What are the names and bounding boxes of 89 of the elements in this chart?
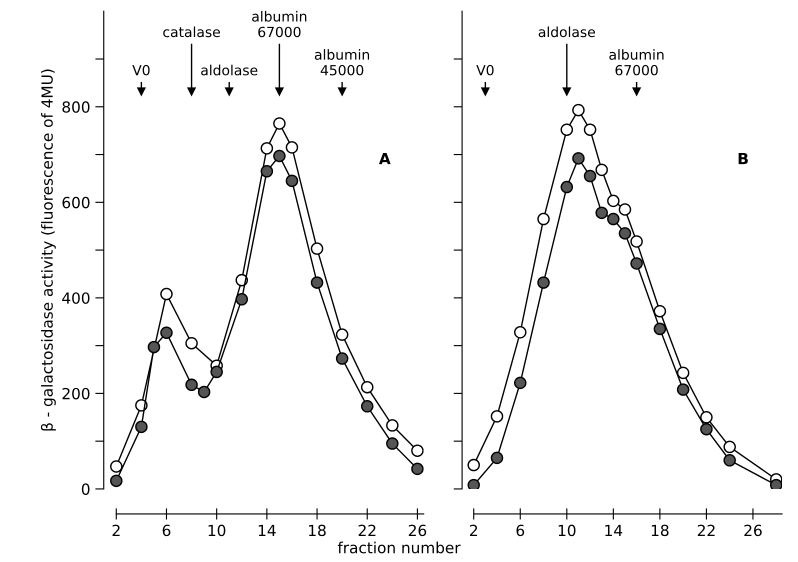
point — [336, 328, 348, 341]
x-tick-label: 6 — [516, 524, 524, 536]
point — [260, 165, 274, 178]
y-tick-label: 200 — [62, 388, 90, 400]
y-tick-label: 800 — [62, 101, 90, 113]
point — [514, 376, 527, 390]
annotation: A — [378, 152, 391, 164]
point — [336, 352, 348, 365]
point — [386, 419, 399, 432]
point — [630, 257, 643, 270]
x-tick-label: 18 — [309, 524, 326, 536]
point — [607, 194, 620, 208]
x-tick-label: 26 — [744, 524, 762, 536]
x-tick-label: 22 — [698, 524, 715, 536]
point — [514, 326, 527, 339]
point — [630, 235, 643, 248]
point — [595, 206, 608, 220]
point — [700, 411, 713, 424]
point — [618, 227, 632, 240]
point — [260, 142, 274, 155]
point — [560, 123, 574, 136]
point — [210, 366, 223, 378]
point — [490, 410, 504, 423]
point — [572, 104, 585, 116]
x-tick-label: 10 — [558, 524, 576, 536]
point — [110, 460, 123, 473]
x-tick-label: 14 — [258, 524, 276, 536]
point — [110, 474, 123, 488]
ref-line-label: V0 — [476, 64, 494, 76]
x-axis-title: fraction number — [338, 542, 461, 554]
point — [273, 150, 286, 162]
x-tick-label: 2 — [112, 524, 120, 536]
point — [160, 288, 173, 300]
point — [467, 478, 480, 489]
point — [537, 212, 550, 226]
point — [676, 366, 690, 380]
ref-line-label: albumin 45000 — [314, 49, 370, 76]
point — [386, 437, 399, 450]
point — [584, 170, 596, 182]
x-tick-label: 2 — [470, 524, 478, 536]
point — [411, 444, 424, 457]
point — [490, 452, 504, 464]
point — [770, 478, 782, 489]
x-tick-label: 10 — [208, 524, 226, 536]
point — [135, 420, 148, 434]
y-tick-label: 0 — [82, 483, 90, 495]
point — [148, 340, 160, 354]
y-tick-label: 400 — [62, 292, 90, 304]
ref-line-label: catalase — [163, 26, 220, 38]
x-tick-label: 14 — [605, 524, 622, 536]
point — [560, 180, 574, 194]
point — [360, 380, 374, 394]
ref-line-label: aldolase — [201, 64, 258, 76]
point — [700, 422, 713, 436]
point — [595, 164, 608, 176]
point — [607, 212, 620, 226]
point — [286, 174, 298, 188]
point — [723, 454, 736, 467]
point — [185, 336, 198, 350]
y-tick-label: 600 — [62, 196, 90, 208]
point — [273, 117, 286, 130]
ref-line-label: albumin 67000 — [252, 10, 306, 38]
point — [654, 322, 666, 336]
ref-line-label: albumin 67000 — [609, 49, 664, 76]
point — [537, 276, 550, 289]
point — [160, 326, 173, 339]
ref-line-label: V0 — [132, 64, 150, 76]
point — [654, 304, 666, 318]
x-tick-label: 22 — [358, 524, 376, 536]
point — [310, 242, 324, 255]
x-tick-label: 26 — [408, 524, 426, 536]
x-tick-label: 18 — [652, 524, 669, 536]
point — [467, 458, 480, 472]
y-axis-title: β - galactosidase activity (fluorescence of 4MU) — [40, 70, 56, 431]
x-tick-label: 6 — [162, 524, 170, 536]
point — [618, 203, 632, 216]
point — [286, 141, 298, 154]
point — [723, 440, 736, 454]
point — [185, 378, 198, 392]
point — [411, 462, 424, 476]
point — [360, 400, 374, 413]
point — [310, 276, 324, 289]
ref-line-label: aldolase — [538, 26, 595, 38]
point — [584, 123, 596, 136]
point — [236, 293, 248, 306]
annotation: B — [738, 152, 748, 164]
point — [198, 386, 210, 398]
point — [572, 152, 585, 165]
point — [676, 383, 690, 396]
